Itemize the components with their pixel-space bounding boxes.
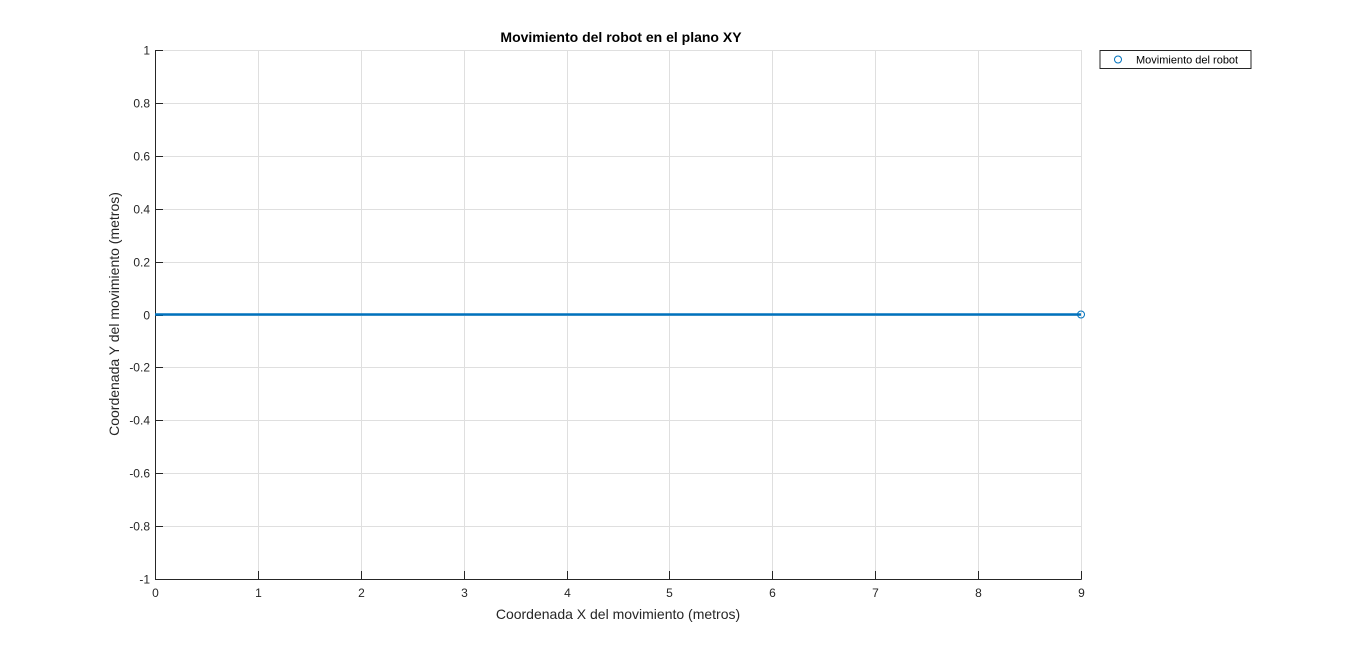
x-tick-label: 1: [255, 586, 262, 600]
chart-title: Movimiento del robot en el plano XY: [500, 29, 742, 45]
y-tick-label: 0.8: [133, 97, 150, 111]
y-tick-label: -0.8: [129, 520, 150, 534]
series-marker-point: [1077, 310, 1085, 319]
x-axis-title: Coordenada X del movimiento (metros): [496, 606, 740, 622]
legend[interactable]: Movimiento del robot: [1099, 50, 1252, 69]
y-tick-label: -0.2: [129, 361, 150, 375]
y-tick-label: 0.4: [133, 203, 150, 217]
x-tick-labels: 0 1 2 3 4 5 6 7 8 9: [152, 586, 1085, 600]
x-tick-label: 9: [1078, 586, 1085, 600]
series-layer: [155, 310, 1085, 319]
y-tick-label: -1: [139, 573, 150, 587]
y-tick-label: 0: [143, 309, 150, 323]
x-tick-label: 5: [666, 586, 673, 600]
y-tick-label: -0.6: [129, 467, 150, 481]
legend-marker-icon: [1114, 55, 1122, 64]
tick-marks: [155, 50, 1082, 580]
x-tick-label: 4: [564, 586, 571, 600]
y-tick-label: 0.6: [133, 150, 150, 164]
y-axis-title: Coordenada Y del movimiento (metros): [106, 192, 122, 436]
y-tick-label: 1: [143, 44, 150, 58]
legend-entry-label: Movimiento del robot: [1136, 55, 1238, 67]
x-tick-label: 2: [358, 586, 365, 600]
legend-box: [1099, 50, 1252, 69]
y-tick-label: 0.2: [133, 256, 150, 270]
x-tick-label: 7: [872, 586, 879, 600]
x-tick-label: 0: [152, 586, 159, 600]
x-tick-label: 3: [461, 586, 468, 600]
x-tick-label: 6: [769, 586, 776, 600]
y-tick-labels: -1 -0.8 -0.6 -0.4 -0.2 0 0.2 0.4 0.6 0.8 1: [129, 44, 150, 587]
y-tick-label: -0.4: [129, 414, 150, 428]
x-tick-label: 8: [975, 586, 982, 600]
